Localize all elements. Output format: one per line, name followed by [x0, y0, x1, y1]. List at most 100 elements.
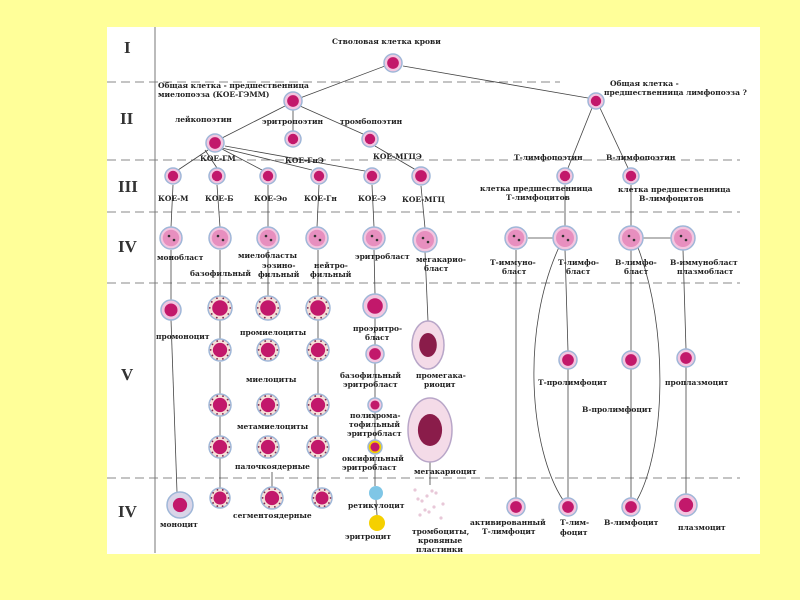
blood-cell	[306, 435, 330, 459]
label-t-immunoblast-2: бласт	[502, 267, 527, 276]
blood-cell	[256, 435, 280, 459]
label-myelo-2: миелопоэза (КОЕ-ГЭММ)	[158, 90, 270, 99]
arrow	[373, 249, 376, 295]
blood-cell	[587, 92, 605, 110]
blood-cell	[674, 493, 698, 517]
blood-cell	[283, 91, 303, 111]
stage-2: II	[120, 109, 134, 128]
label-baso: базофильный	[190, 269, 251, 278]
blood-cell	[412, 227, 438, 253]
label-b-immunoblast: В-иммунобласт	[670, 258, 738, 267]
label-proerythroblast: проэритро-	[353, 324, 402, 333]
blood-cell	[369, 486, 383, 500]
blood-cell	[256, 338, 280, 362]
label-baso-erythroblast: базофильный	[340, 371, 401, 380]
arrow	[299, 65, 386, 99]
label-baso-erythroblast-2: эритробласт	[343, 380, 398, 389]
blood-cell	[260, 486, 284, 510]
blood-cell	[256, 393, 280, 417]
label-t-lymphocyte-2: фоцит	[560, 528, 588, 537]
label-oxy: оксифильный	[342, 454, 404, 463]
arrow	[177, 149, 209, 171]
label-activated-t-2: Т-лимфоцит	[482, 527, 536, 536]
blood-cell	[504, 226, 528, 250]
arrow	[224, 145, 366, 172]
platelet	[420, 499, 424, 503]
blood-cell	[208, 226, 232, 250]
blood-cell	[284, 130, 302, 148]
arrow	[170, 184, 174, 228]
blood-cell	[160, 299, 182, 321]
arrow	[375, 499, 378, 516]
label-erythrocyte: эритроцит	[345, 532, 391, 541]
label-myeloblasts: миелобласты	[238, 251, 298, 260]
blood-cell	[209, 487, 231, 509]
label-b-lymphopoietin: В-лимфопоэтин	[606, 153, 676, 162]
blood-cell	[208, 393, 232, 417]
label-b-prec-2: В-лимфоцитов	[639, 194, 704, 203]
label-stem: Стволовая клетка крови	[332, 37, 441, 46]
label-monocyte: моноцит	[160, 520, 198, 529]
megakaryocyte-cell	[407, 397, 453, 463]
label-neut-2: фильный	[310, 270, 352, 279]
label-band: палочкоядерные	[235, 462, 310, 471]
arrow	[371, 184, 375, 228]
label-megakaryoblast: мегакарио-	[416, 255, 466, 264]
arrow	[567, 107, 593, 169]
label-segmented: сегментоядерные	[233, 511, 312, 520]
label-myelocytes: миелоциты	[246, 375, 297, 384]
label-t-lymphopoietin: Т-лимфопоэтин	[514, 153, 583, 162]
platelet	[434, 491, 438, 495]
arrow	[420, 185, 426, 229]
cells	[159, 53, 698, 531]
blood-cell	[411, 166, 431, 186]
blood-cell	[365, 344, 385, 364]
label-t-lymphoblast: Т-лимфо-	[558, 258, 599, 267]
blood-cell	[208, 435, 232, 459]
stage-dividers	[107, 27, 740, 553]
blood-cell	[621, 350, 641, 370]
blood-cell	[306, 393, 330, 417]
blood-cell	[556, 167, 574, 185]
label-proplasmocyte: проплазмоцит	[665, 378, 729, 387]
blood-cell	[310, 167, 328, 185]
label-polychrom: полихрома-	[350, 411, 401, 420]
arrow	[564, 249, 569, 352]
hematopoiesis-diagram	[107, 27, 760, 554]
blood-cell	[159, 226, 183, 250]
label-polychrom-3: эритробласт	[347, 429, 402, 438]
label-neut: нейтро-	[314, 261, 348, 270]
label-promegakaryocyte-2: риоцит	[424, 380, 456, 389]
label-proerythroblast-2: бласт	[365, 333, 390, 342]
blood-cell	[670, 225, 696, 251]
blood-cell	[166, 491, 194, 519]
label-t-lymphoblast-2: бласт	[566, 267, 591, 276]
label-reticulocyte: ретикулоцит	[348, 501, 405, 510]
label-platelets: тромбоциты,	[412, 527, 469, 536]
blood-cell	[208, 167, 226, 185]
blood-cell	[369, 515, 385, 531]
lineage-arrows	[170, 65, 687, 516]
stage-1: I	[124, 38, 131, 57]
platelet	[439, 516, 443, 520]
arrow	[402, 65, 589, 99]
stage-4: IV	[118, 237, 138, 256]
label-koe-b: КОЕ-Б	[205, 194, 234, 203]
arrow	[170, 319, 178, 493]
blood-cell	[362, 293, 388, 319]
label-t-prec-2: Т-лимфоцитов	[506, 193, 570, 202]
label-platelets-3: пластинки	[416, 545, 463, 554]
label-eos-2: фильный	[258, 270, 300, 279]
platelet	[441, 502, 445, 506]
label-koe-gn: КОЕ-Гн	[304, 194, 337, 203]
label-activated-t: активированный	[470, 518, 546, 527]
blood-cell	[552, 225, 578, 251]
platelet	[416, 497, 420, 501]
blood-cell	[164, 167, 182, 185]
arrow	[221, 148, 263, 171]
label-t-prolymphocyte: Т-пролимфоцит	[538, 378, 608, 387]
label-oxy-2: эритробласт	[342, 463, 397, 472]
arrow	[216, 184, 221, 228]
label-erythroblast: эритробласт	[355, 252, 410, 261]
